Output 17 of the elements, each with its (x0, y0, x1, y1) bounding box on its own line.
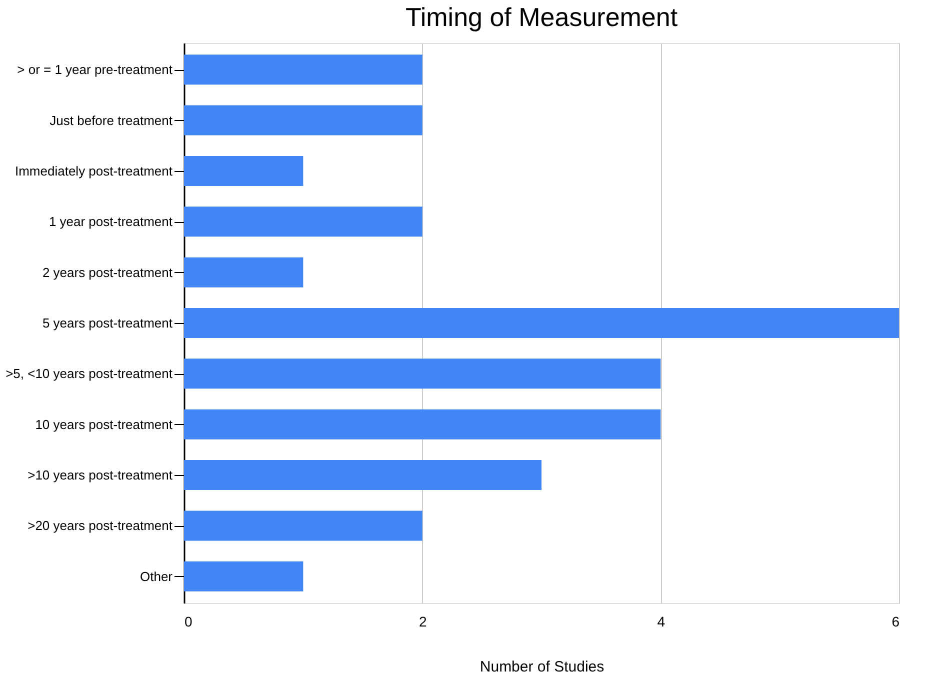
x-tick-label: 4 (657, 614, 666, 630)
y-tick-label: >20 years post-treatment (28, 518, 173, 534)
x-tick-label: 2 (418, 614, 427, 630)
y-tick-label: Just before treatment (50, 112, 173, 128)
x-tick-label: 0 (184, 614, 192, 630)
y-tick-label: 1 year post-treatment (48, 214, 173, 230)
x-tick-label: 6 (892, 614, 900, 630)
chart-title: Timing of Measurement (405, 2, 678, 32)
y-tick-label: > or = 1 year pre-treatment (17, 62, 173, 78)
y-tick-label: >10 years post-treatment (28, 468, 173, 483)
x-axis-title: Number of Studies (480, 658, 604, 676)
y-tick-label: Immediately post-treatment (14, 163, 173, 178)
y-tick-label: 2 years post-treatment (42, 264, 173, 280)
y-tick-label: >5, <10 years post-treatment (6, 366, 173, 382)
y-tick-label: Other (140, 568, 174, 584)
y-tick-label: 5 years post-treatment (42, 316, 173, 330)
y-tick-label: 10 years post-treatment (35, 416, 173, 432)
